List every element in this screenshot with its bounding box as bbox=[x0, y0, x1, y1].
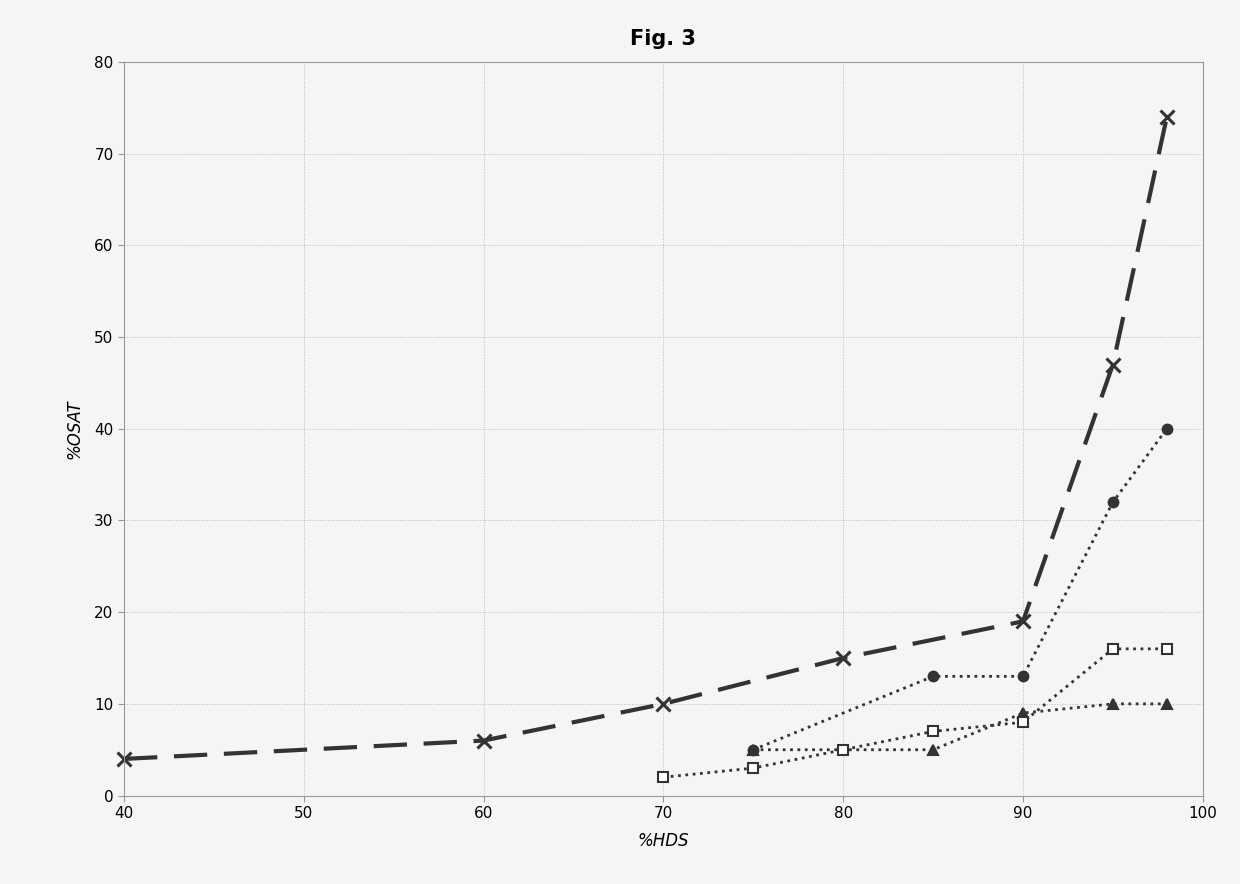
Title: Fig. 3: Fig. 3 bbox=[630, 29, 697, 50]
Y-axis label: %OSAT: %OSAT bbox=[64, 399, 83, 459]
X-axis label: %HDS: %HDS bbox=[637, 832, 689, 850]
